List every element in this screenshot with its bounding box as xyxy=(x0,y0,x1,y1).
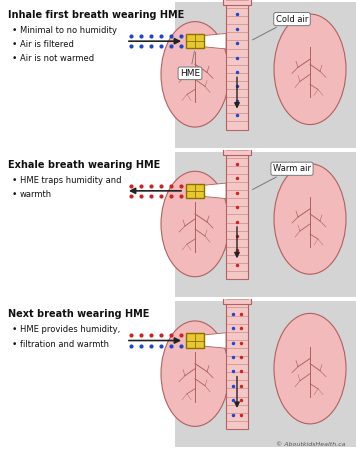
Bar xyxy=(223,284,251,304)
Text: Next breath wearing HME: Next breath wearing HME xyxy=(8,309,150,319)
FancyBboxPatch shape xyxy=(0,297,356,301)
Text: •: • xyxy=(12,326,17,335)
Text: HME provides humidity,: HME provides humidity, xyxy=(20,326,120,335)
Text: © AboutkidsHealth.ca: © AboutkidsHealth.ca xyxy=(276,442,345,447)
Text: warmth: warmth xyxy=(20,190,52,199)
Text: •: • xyxy=(12,339,17,348)
Text: •: • xyxy=(12,54,17,63)
Ellipse shape xyxy=(274,313,346,424)
FancyBboxPatch shape xyxy=(186,184,204,198)
FancyBboxPatch shape xyxy=(186,34,204,48)
Text: Minimal to no humidity: Minimal to no humidity xyxy=(20,26,117,35)
FancyBboxPatch shape xyxy=(0,0,175,150)
FancyBboxPatch shape xyxy=(0,0,356,2)
FancyBboxPatch shape xyxy=(0,297,356,301)
Text: Exhale breath wearing HME: Exhale breath wearing HME xyxy=(8,160,160,170)
FancyBboxPatch shape xyxy=(186,334,204,348)
Text: Warm air: Warm air xyxy=(252,164,311,189)
Ellipse shape xyxy=(161,171,229,277)
FancyBboxPatch shape xyxy=(0,148,356,152)
FancyBboxPatch shape xyxy=(125,0,356,175)
Text: •: • xyxy=(12,190,17,199)
Text: Inhale first breath wearing HME: Inhale first breath wearing HME xyxy=(8,10,184,20)
Text: filtration and warmth: filtration and warmth xyxy=(20,339,109,348)
Text: •: • xyxy=(12,40,17,49)
Text: HME: HME xyxy=(180,51,200,78)
Ellipse shape xyxy=(161,22,229,127)
FancyBboxPatch shape xyxy=(0,150,175,299)
Text: •: • xyxy=(12,176,17,185)
FancyBboxPatch shape xyxy=(0,447,356,449)
FancyBboxPatch shape xyxy=(125,114,356,325)
Bar xyxy=(223,135,251,155)
Ellipse shape xyxy=(274,164,346,274)
Text: Air is filtered: Air is filtered xyxy=(20,40,74,49)
Bar xyxy=(223,0,251,5)
Text: •: • xyxy=(12,26,17,35)
Polygon shape xyxy=(204,183,226,198)
Text: HME traps humidity and: HME traps humidity and xyxy=(20,176,121,185)
Bar xyxy=(226,0,248,130)
Polygon shape xyxy=(204,333,226,348)
Ellipse shape xyxy=(274,14,346,124)
Ellipse shape xyxy=(161,321,229,427)
Bar xyxy=(226,150,248,279)
Bar xyxy=(226,299,248,429)
Text: Air is not warmed: Air is not warmed xyxy=(20,54,94,63)
FancyBboxPatch shape xyxy=(125,263,356,449)
FancyBboxPatch shape xyxy=(0,299,175,449)
FancyBboxPatch shape xyxy=(0,148,356,152)
Polygon shape xyxy=(204,33,226,49)
Text: Cold air: Cold air xyxy=(252,14,308,40)
